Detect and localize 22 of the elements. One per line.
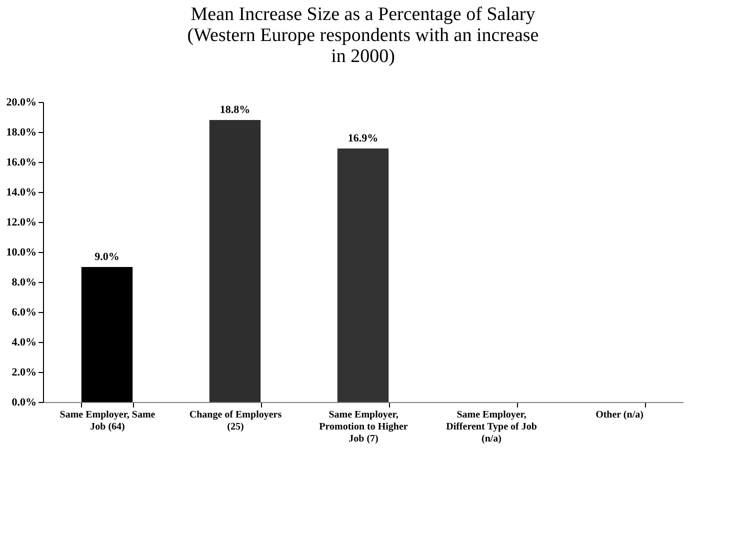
x-tick-label: Same Employer, Different Type of Job (n/a) xyxy=(446,410,538,444)
y-tick-label: 12.0% xyxy=(6,216,36,228)
x-tick-label: Other (n/a) xyxy=(596,410,644,420)
data-label: 16.9% xyxy=(348,132,378,144)
bar xyxy=(337,148,389,402)
y-tick-label: 6.0% xyxy=(12,306,36,318)
bar xyxy=(209,120,261,402)
y-tick-label: 0.0% xyxy=(12,396,36,408)
data-label: 9.0% xyxy=(94,251,120,263)
y-tick-label: 10.0% xyxy=(6,246,36,258)
y-tick-label: 16.0% xyxy=(6,156,36,168)
x-tick-label: Change of Employers (25) xyxy=(189,410,282,432)
y-tick-label: 18.0% xyxy=(6,126,36,138)
chart-title: Mean Increase Size as a Percentage of Salary (Western Europe respondents with an increase in 2000) xyxy=(187,4,539,67)
x-tick-label: Same Employer, Promotion to Higher Job (7) xyxy=(319,410,408,444)
y-tick-label: 8.0% xyxy=(12,276,36,288)
y-tick-label: 14.0% xyxy=(6,186,36,198)
y-tick-label: 2.0% xyxy=(12,366,36,378)
y-tick-label: 4.0% xyxy=(12,336,36,348)
data-label: 18.8% xyxy=(220,104,250,116)
x-tick-label: Same Employer, Same Job (64) xyxy=(60,410,156,432)
y-tick-label: 20.0% xyxy=(6,96,36,108)
